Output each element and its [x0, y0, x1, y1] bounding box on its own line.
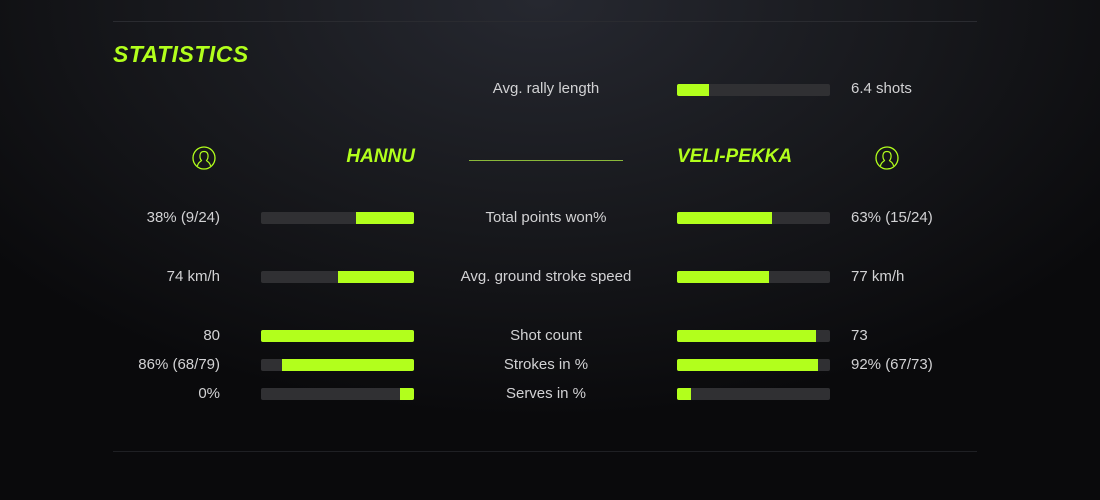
- stat-left-bar-fill: [337, 271, 414, 283]
- top-divider: [113, 21, 977, 22]
- stat-right-bar-fill: [677, 271, 769, 283]
- stat-left-value: 38% (9/24): [146, 209, 220, 226]
- stat-label: Total points won%: [485, 209, 607, 226]
- stat-left-bar: [261, 388, 414, 400]
- rally-value: 6.4 shots: [851, 80, 912, 97]
- stat-left-bar: [261, 271, 414, 283]
- player-name-left: HANNU: [346, 146, 415, 167]
- stat-right-bar-fill: [677, 330, 817, 342]
- user-circle-icon: [192, 146, 216, 170]
- stat-right-bar-fill: [677, 212, 772, 224]
- stat-left-value: 74 km/h: [166, 268, 220, 285]
- rally-bar-fill: [677, 84, 710, 96]
- stat-left-bar: [261, 359, 414, 371]
- stat-left-bar-fill: [355, 212, 414, 224]
- stat-left-bar: [261, 212, 414, 224]
- rally-bar: [677, 84, 830, 96]
- stat-right-bar: [677, 359, 830, 371]
- rally-label: Avg. rally length: [492, 80, 600, 97]
- stat-right-bar-fill: [677, 359, 818, 371]
- stat-right-bar: [677, 330, 830, 342]
- stat-label: Avg. ground stroke speed: [460, 268, 632, 285]
- stat-left-bar-fill: [261, 330, 414, 342]
- page-title: STATISTICS: [113, 41, 249, 67]
- stat-left-value: 80: [203, 327, 220, 344]
- stat-right-value: 92% (67/73): [851, 356, 933, 373]
- user-circle-icon: [875, 146, 899, 170]
- stat-right-bar: [677, 388, 830, 400]
- stat-right-value: 73: [851, 327, 868, 344]
- stat-right-bar: [677, 271, 830, 283]
- stat-left-value: 86% (68/79): [138, 356, 220, 373]
- bottom-divider: [113, 451, 977, 452]
- stat-left-value: 0%: [198, 385, 220, 402]
- stat-left-bar-fill: [400, 388, 414, 400]
- stat-left-bar-fill: [282, 359, 414, 371]
- stat-label: Strokes in %: [503, 356, 589, 373]
- stat-right-bar-fill: [677, 388, 691, 400]
- stat-right-value: 63% (15/24): [851, 209, 933, 226]
- stat-left-bar: [261, 330, 414, 342]
- header-divider: [469, 160, 623, 161]
- stat-label: Serves in %: [505, 385, 587, 402]
- stat-right-value: 77 km/h: [851, 268, 905, 285]
- stat-label: Shot count: [510, 327, 582, 344]
- player-name-right: VELI-PEKKA: [677, 146, 793, 167]
- stat-right-bar: [677, 212, 830, 224]
